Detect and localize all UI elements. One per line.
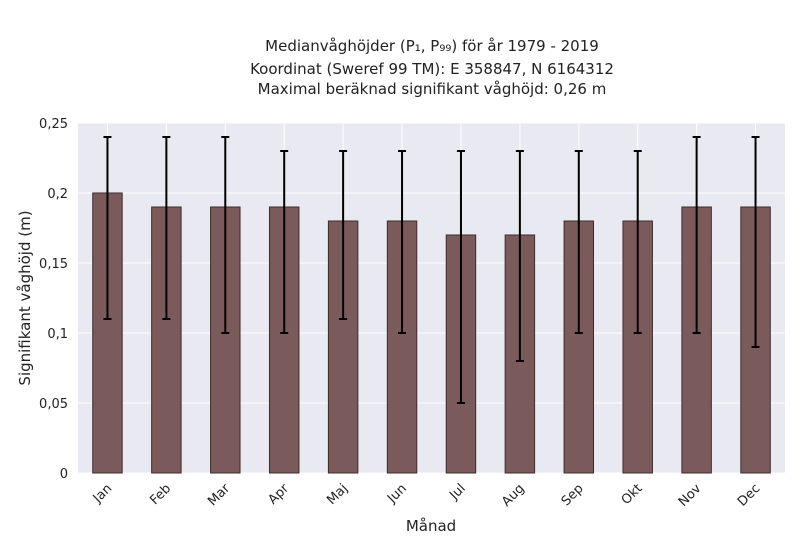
error-bar-feb	[162, 136, 171, 320]
error-bars	[103, 136, 760, 404]
y-tick-label: 0,1	[47, 327, 68, 342]
x-tick-label: Jun	[384, 481, 410, 507]
y-tick-label: 0,05	[39, 397, 68, 412]
y-axis-label: Signifikant våghöjd (m)	[16, 210, 34, 385]
y-tick-label: 0	[60, 467, 68, 482]
error-bar-sep	[574, 150, 583, 334]
x-tick-label: Okt	[619, 481, 646, 508]
x-tick-label: Sep	[559, 481, 587, 509]
title-line-3: Maximal beräknad signifikant våghöjd: 0,…	[258, 80, 607, 98]
title-line-2: Koordinat (Sweref 99 TM): E 358847, N 61…	[250, 60, 614, 78]
title-line-1: Medianvåghöjder (P₁, P₉₉) för år 1979 - …	[265, 37, 599, 55]
x-tick-label: Mar	[205, 481, 233, 509]
y-tick-label: 0,25	[39, 117, 68, 132]
x-tick-label: Jan	[90, 481, 115, 506]
x-tick-label: Nov	[676, 481, 705, 510]
x-tick-label: Maj	[324, 481, 351, 508]
error-bar-jul	[456, 150, 465, 404]
y-tick-label: 0,2	[47, 187, 68, 202]
chart-title: Medianvåghöjder (P₁, P₉₉) för år 1979 - …	[250, 37, 614, 98]
error-bar-dec	[751, 136, 760, 348]
x-axis-label: Månad	[406, 517, 456, 535]
error-bar-maj	[339, 150, 348, 320]
x-axis-ticks: Jan Feb Mar Apr Maj Jun Jul Aug Sep Okt Nov Dec	[90, 481, 764, 510]
error-bar-jun	[398, 150, 407, 334]
x-tick-label: Aug	[499, 481, 528, 510]
x-tick-label: Dec	[735, 481, 763, 509]
x-tick-label: Feb	[147, 481, 174, 508]
error-bar-nov	[692, 136, 701, 334]
error-bar-mar	[221, 136, 230, 334]
error-bar-okt	[633, 150, 642, 334]
x-tick-label: Jul	[446, 481, 468, 503]
y-tick-label: 0,15	[39, 257, 68, 272]
error-bar-jan	[103, 136, 112, 320]
error-bar-aug	[515, 150, 524, 362]
plot-area	[78, 123, 785, 473]
y-axis-ticks: 0 0,05 0,1 0,15 0,2 0,25	[39, 117, 68, 482]
x-tick-label: Apr	[266, 481, 293, 508]
error-bar-apr	[280, 150, 289, 334]
